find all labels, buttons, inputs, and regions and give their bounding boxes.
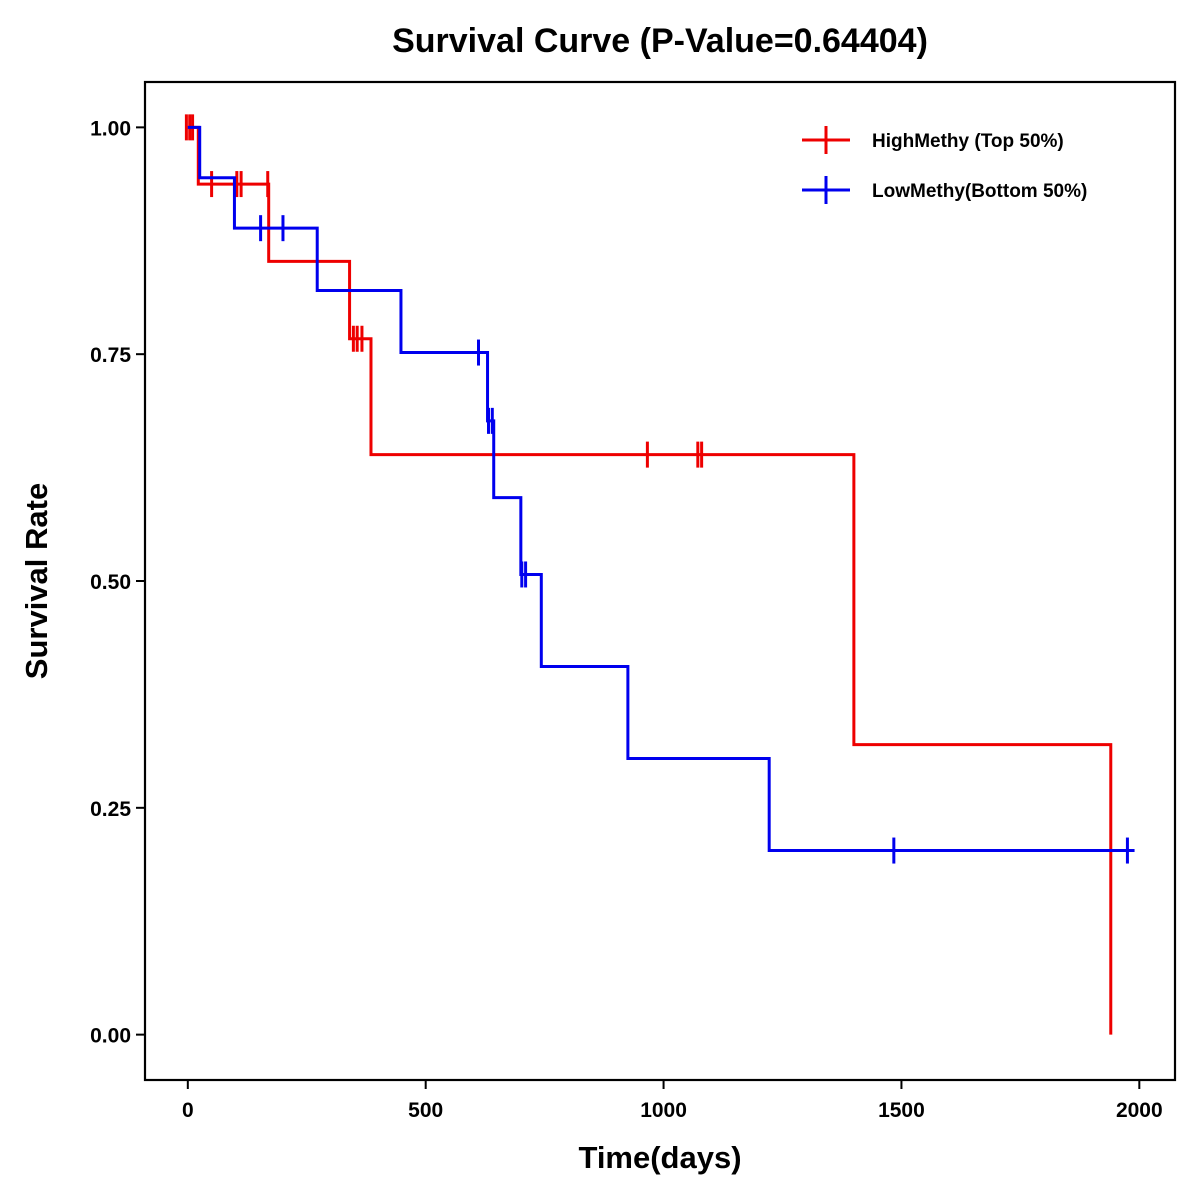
survival-step-line — [187, 125, 1113, 1035]
x-tick-label: 0 — [182, 1099, 194, 1122]
series-lowmethy — [187, 125, 1135, 864]
legend-label-highmethy: HighMethy (Top 50%) — [872, 131, 1064, 152]
y-axis-title: Survival Rate — [19, 483, 54, 679]
y-tick-label: 0.75 — [90, 344, 131, 367]
y-tick-label: 0.50 — [90, 571, 131, 594]
x-tick-label: 500 — [408, 1099, 443, 1122]
y-tick-label: 0.00 — [90, 1025, 131, 1048]
legend-label-lowmethy: LowMethy(Bottom 50%) — [872, 181, 1087, 202]
x-tick-label: 1500 — [878, 1099, 925, 1122]
x-tick-label: 2000 — [1116, 1099, 1163, 1122]
y-tick-label: 0.25 — [90, 798, 131, 821]
x-tick-label: 1000 — [640, 1099, 687, 1122]
chart-title: Survival Curve (P-Value=0.64404) — [392, 22, 928, 60]
y-axis: 0.00 0.25 0.50 0.75 1.00 — [90, 117, 145, 1048]
legend: HighMethy (Top 50%) LowMethy(Bottom 50%) — [802, 126, 1087, 204]
x-axis: 0 500 1000 1500 2000 — [182, 1080, 1163, 1122]
x-axis-title: Time(days) — [578, 1140, 741, 1175]
legend-item-lowmethy: LowMethy(Bottom 50%) — [802, 176, 1087, 204]
legend-item-highmethy: HighMethy (Top 50%) — [802, 126, 1064, 154]
y-tick-label: 1.00 — [90, 117, 131, 140]
series-layer — [184, 114, 1135, 1035]
survival-step-line — [187, 125, 1135, 853]
